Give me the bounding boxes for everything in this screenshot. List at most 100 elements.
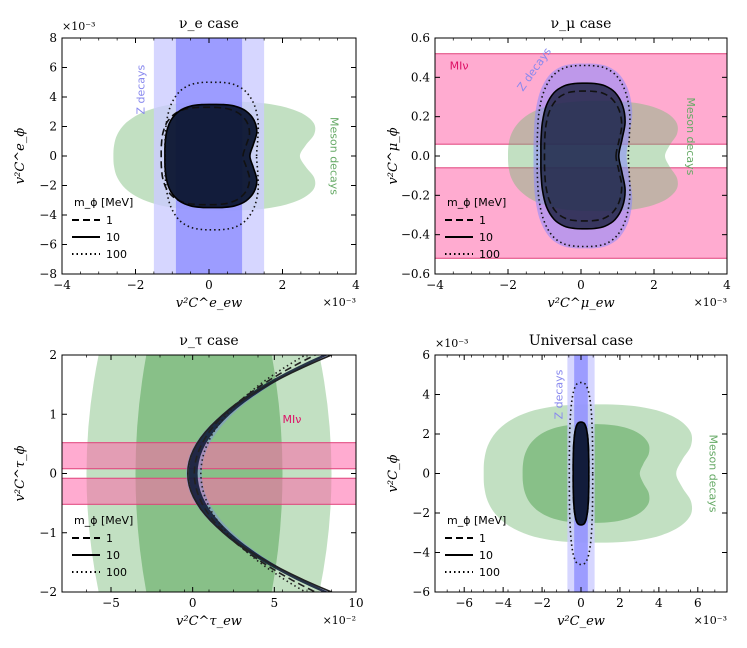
x-multiplier: ×10⁻³	[694, 614, 727, 627]
y-axis-label: v²C_ϕ	[386, 454, 401, 492]
x-tick-label: −2	[533, 596, 551, 610]
y-tick-label: −0.4	[401, 228, 431, 242]
panel-nu_e: −4 −2 0 2 4 −8 −6 −4 −2 0 2 4 6 8 ν_e case v²C^e_ew v²C^…	[13, 16, 360, 311]
contour-m10MeV	[164, 103, 258, 209]
y-tick-label: 0	[49, 149, 57, 163]
x-tick-label: 2	[616, 596, 624, 610]
y-tick-label: 6	[49, 61, 57, 75]
plot-area-nu_tau	[62, 355, 356, 592]
region-mi-lower-band	[62, 477, 356, 505]
y-multiplier: ×10⁻³	[62, 20, 95, 33]
y-tick-label: −2	[39, 585, 57, 599]
ticks: −5 0 5 10 −2 −1 0 1 2	[39, 348, 363, 610]
y-tick-label: −4	[412, 546, 430, 560]
y-tick-label: 0.6	[411, 31, 430, 45]
y-tick-label: 1	[49, 407, 57, 421]
x-tick-label: 0	[577, 596, 585, 610]
legend-label: 100	[479, 248, 500, 261]
dark-allowed-region	[540, 83, 626, 229]
y-tick-label: 0.0	[411, 149, 430, 163]
panel-nu_mu: −4 −2 0 2 4 −0.6 −0.4 −0.2 0.0 0.2 0.4 0.6 ν_μ case v…	[386, 16, 731, 311]
y-tick-label: 0.2	[411, 110, 430, 124]
legend-label: 1	[479, 532, 486, 545]
x-multiplier: ×10⁻³	[323, 296, 356, 309]
legend-label: 10	[479, 549, 493, 562]
x-multiplier: ×10⁻²	[323, 614, 356, 627]
y-axis-label: v²C^μ_ϕ	[386, 127, 401, 184]
x-tick-label: 4	[655, 596, 663, 610]
panel-title: ν_τ case	[179, 333, 238, 349]
plot-area-nu_mu	[435, 53, 727, 259]
x-tick-label: 4	[352, 278, 360, 292]
dark-allowed-region	[164, 104, 257, 208]
panel-title: Universal case	[529, 333, 633, 349]
x-tick-label: 0	[577, 278, 585, 292]
contour-m100MeV	[199, 355, 308, 592]
y-multiplier: ×10⁻³	[435, 337, 468, 350]
y-tick-label: 2	[422, 427, 430, 441]
contour-m100MeV	[536, 64, 631, 248]
ticks: −4 −2 0 2 4 −0.6 −0.4 −0.2 0.0 0.2 0.4 0.6	[401, 31, 731, 292]
y-tick-label: −6	[39, 238, 57, 252]
x-tick-label: 2	[650, 278, 658, 292]
x-axis-label: v²C^e_ew	[176, 296, 242, 311]
legend-label: 100	[479, 566, 500, 579]
contour-m1MeV	[193, 355, 318, 592]
annotation-meson-decays: Meson decays	[684, 97, 697, 175]
ticks: −6 −4 −2 0 2 4 6 −6 −4 −2 0 2 4 6	[412, 348, 728, 610]
legend-title: m_ϕ [MeV]	[447, 196, 506, 209]
region-mi-upper-band	[62, 442, 356, 470]
x-multiplier: ×10⁻³	[694, 296, 727, 309]
panel-universal: −6 −4 −2 0 2 4 6 −6 −4 −2 0 2 4 6 Universal case v²C_ew…	[386, 333, 728, 629]
contour-m10MeV	[186, 355, 334, 592]
annotation-z-decays: Z decays	[135, 64, 148, 114]
y-tick-label: 4	[49, 90, 57, 104]
legend-label: 100	[106, 566, 127, 579]
plot-area-nu_e	[113, 38, 316, 274]
legend-label: 1	[106, 214, 113, 227]
y-tick-label: 0	[422, 467, 430, 481]
legend: m_ϕ [MeV] 1 10 100	[72, 196, 133, 261]
y-tick-label: −6	[412, 585, 430, 599]
annotation-meson-decays: Meson decays	[706, 435, 719, 513]
annotation-mi-: MIν	[283, 413, 302, 426]
x-tick-label: 4	[723, 278, 731, 292]
y-tick-label: −0.2	[401, 188, 430, 202]
contour-m1MeV	[160, 106, 251, 206]
y-axis-label: v²C^τ_ϕ	[13, 445, 28, 501]
panel-title: ν_e case	[179, 16, 239, 32]
annotation-mi-: MIν	[450, 59, 469, 72]
x-tick-label: −5	[102, 596, 120, 610]
legend-title: m_ϕ [MeV]	[447, 514, 506, 527]
legend-label: 10	[479, 231, 493, 244]
ticks: −4 −2 0 2 4 −8 −6 −4 −2 0 2 4 6 8	[39, 31, 360, 292]
annotation-z-decays: Z decays	[553, 369, 566, 419]
x-axis-label: v²C_ew	[557, 614, 605, 629]
y-tick-label: −0.6	[401, 267, 430, 281]
x-tick-label: 0	[205, 278, 213, 292]
y-tick-label: −2	[412, 506, 430, 520]
contour-m1MeV	[543, 90, 623, 222]
legend-label: 10	[106, 549, 120, 562]
x-axis-label: v²C^μ_ew	[547, 296, 614, 311]
x-tick-label: 0	[189, 596, 197, 610]
x-axis-label: v²C^τ_ew	[176, 614, 242, 629]
contour-m10MeV	[540, 82, 626, 230]
region-meson-decays-inner	[135, 355, 283, 592]
y-tick-label: 2	[49, 348, 57, 362]
x-tick-label: −4	[426, 278, 444, 292]
x-tick-label: −4	[494, 596, 512, 610]
legend-label: 100	[106, 248, 127, 261]
contour-m10MeV	[572, 421, 590, 526]
x-tick-label: 5	[271, 596, 279, 610]
contour-m100MeV	[164, 81, 260, 231]
panel-title: ν_μ case	[551, 16, 612, 32]
legend-label: 1	[106, 532, 113, 545]
y-axis-label: v²C^e_ϕ	[13, 128, 28, 185]
legend-title: m_ϕ [MeV]	[74, 514, 133, 527]
y-tick-label: −2	[39, 179, 57, 193]
legend: m_ϕ [MeV] 1 10 100	[72, 514, 133, 579]
y-tick-label: −1	[39, 526, 57, 540]
panel-nu_tau: −5 0 5 10 −2 −1 0 1 2 ν_τ case v²C^τ_ew v²C^τ_ϕ ×10⁻…	[13, 333, 364, 629]
